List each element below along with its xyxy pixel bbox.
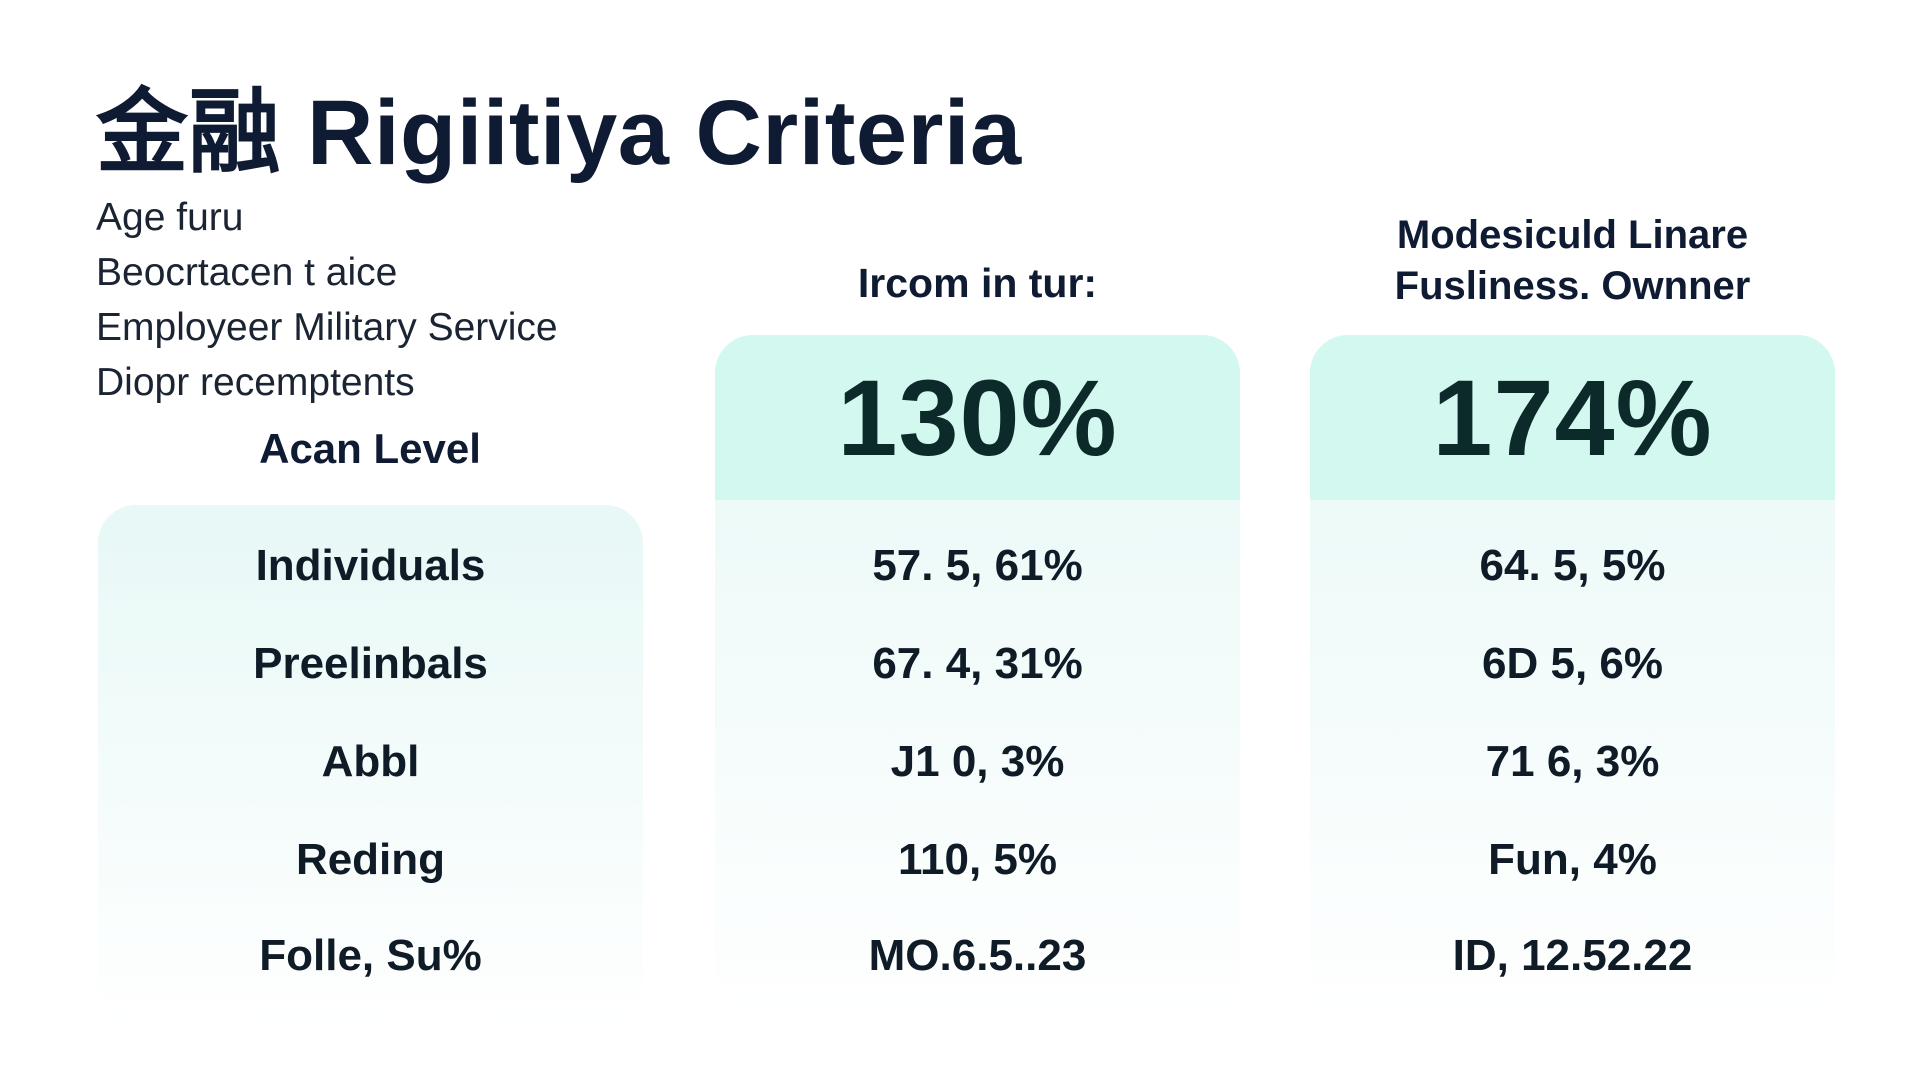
- criteria-list: Age furu Beocrtacen t aice Employeer Mil…: [96, 190, 558, 410]
- business-column-panel: 174% 64. 5, 5% 6D 5, 6% 71 6, 3% Fun, 4%…: [1310, 335, 1835, 1025]
- business-cell: 71 6, 3%: [1485, 737, 1660, 786]
- business-column-header: Modesiculd Linare Fusliness. Ownner: [1310, 210, 1835, 312]
- income-cell: 57. 5, 61%: [872, 541, 1083, 590]
- business-cell: Fun, 4%: [1488, 835, 1657, 884]
- criteria-item: Beocrtacen t aice: [96, 251, 398, 294]
- page-title: 金融 Rigiitiya Criteria: [96, 82, 1022, 184]
- business-cell: 6D 5, 6%: [1482, 639, 1663, 688]
- business-cell: 64. 5, 5%: [1479, 541, 1666, 590]
- level-column-panel: Individuals Preelinbals Abbl Reding Foll…: [98, 505, 643, 1025]
- income-column-header: Ircom in tur:: [857, 260, 1098, 306]
- income-column-panel: 130% 57. 5, 61% 67. 4, 31% J1 0, 3% 110,…: [715, 335, 1240, 1025]
- level-cell: Folle, Su%: [259, 931, 482, 980]
- income-highlight-value: 130%: [715, 335, 1240, 500]
- level-cell: Preelinbals: [253, 639, 488, 688]
- business-highlight-value: 174%: [1310, 335, 1835, 500]
- criteria-item: Diopr recemptents: [96, 361, 415, 404]
- level-cell: Reding: [295, 835, 446, 884]
- criteria-item: Employeer Military Service: [96, 306, 558, 349]
- income-cell: MO.6.5..23: [868, 931, 1087, 980]
- level-cell: Individuals: [255, 541, 486, 590]
- business-cell: ID, 12.52.22: [1452, 931, 1693, 980]
- criteria-item: Age furu: [96, 196, 244, 239]
- income-cell: J1 0, 3%: [890, 737, 1065, 786]
- income-cell: 110, 5%: [897, 835, 1058, 884]
- level-cell: Abbl: [321, 737, 420, 786]
- business-header-line2: Fusliness. Ownner: [1394, 264, 1751, 308]
- business-header-line1: Modesiculd Linare: [1396, 213, 1749, 257]
- level-column-header: Acan Level: [259, 425, 481, 472]
- income-cell: 67. 4, 31%: [872, 639, 1083, 688]
